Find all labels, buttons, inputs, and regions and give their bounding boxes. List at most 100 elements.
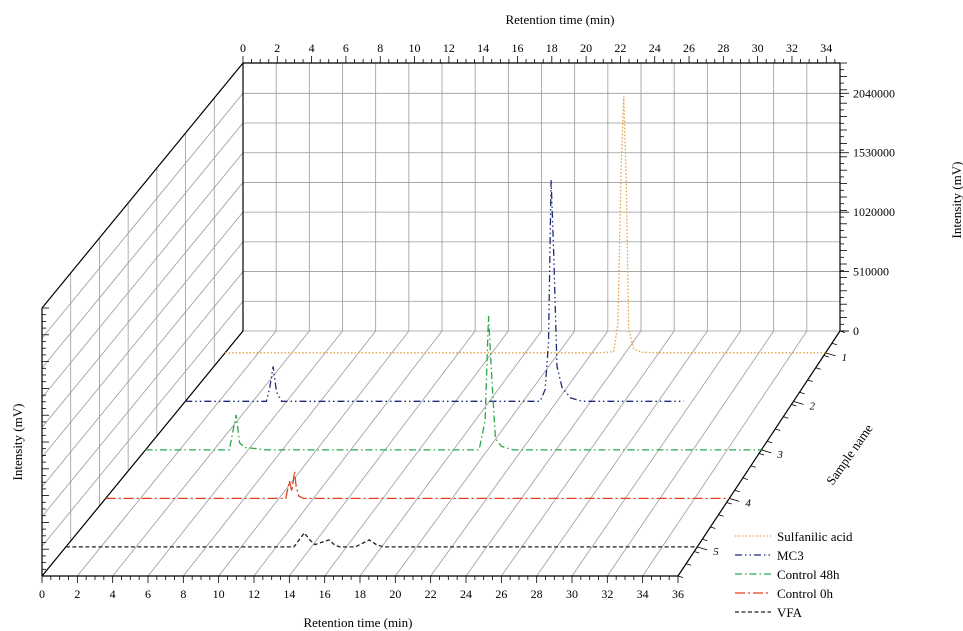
sample-axis-tick-label: 5 bbox=[713, 546, 719, 558]
sample-axis-minor-tick bbox=[831, 342, 838, 346]
sample-axis-minor-tick bbox=[775, 428, 781, 431]
right-axis-tick-label: 1530000 bbox=[853, 146, 895, 160]
side-wall-gridline bbox=[41, 93, 244, 339]
top-axis-tick-label: 4 bbox=[309, 41, 315, 55]
side-wall-gridline bbox=[41, 271, 244, 517]
legend-label: MC3 bbox=[777, 548, 804, 563]
bottom-axis-tick-label: 22 bbox=[425, 587, 437, 601]
side-wall-gridline bbox=[41, 211, 244, 458]
bottom-axis-tick-label: 12 bbox=[248, 587, 260, 601]
sample-axis-minor-tick bbox=[783, 416, 789, 419]
sample-axis-minor-tick bbox=[694, 551, 700, 554]
bottom-axis-tick-label: 34 bbox=[637, 587, 649, 601]
sample-axis-minor-tick bbox=[823, 355, 829, 358]
floor-gridline bbox=[183, 330, 376, 577]
floor-gridline bbox=[430, 330, 609, 577]
floor-gridline bbox=[607, 330, 774, 577]
bottom-axis-tick-label: 0 bbox=[39, 587, 45, 601]
floor-gridline bbox=[571, 330, 741, 577]
right-axis-tick-label: 2040000 bbox=[853, 86, 895, 100]
top-axis-tick-label: 34 bbox=[820, 41, 832, 55]
axis-layer: 0 2 4 6 8 10 12 14 16 18 20 22 24 26 28 30 32 340 2 4 6 8 10 12… bbox=[39, 41, 895, 601]
sample-axis-minor-tick bbox=[807, 379, 813, 382]
top-axis-tick-label: 8 bbox=[377, 41, 383, 55]
floor-gridline bbox=[253, 330, 443, 577]
floor-gridline bbox=[147, 330, 343, 577]
sample-axis-tick-label: 3 bbox=[776, 449, 783, 461]
sample-axis-minor-tick bbox=[750, 465, 757, 468]
bottom-axis-tick-label: 30 bbox=[566, 587, 578, 601]
series-line-sulfanilic-acid bbox=[225, 96, 826, 354]
legend-label: Control 0h bbox=[777, 586, 833, 601]
legend-label: Control 48h bbox=[777, 567, 840, 582]
bottom-axis-tick-label: 8 bbox=[180, 587, 186, 601]
bottom-axis-tick-label: 6 bbox=[145, 587, 151, 601]
sample-axis-minor-tick bbox=[718, 514, 724, 517]
right-axis-tick-label: 1020000 bbox=[853, 205, 895, 219]
right-axis-tick-label: 510000 bbox=[853, 265, 889, 279]
series-line-vfa bbox=[65, 531, 698, 548]
sample-axis-tick bbox=[729, 497, 740, 502]
bottom-axis-tick-label: 20 bbox=[389, 587, 401, 601]
sample-axis-tick-label: 1 bbox=[842, 352, 848, 364]
sample-axis-minor-tick bbox=[839, 330, 846, 333]
side-wall-gridline bbox=[41, 301, 244, 547]
sample-axis-minor-tick bbox=[734, 489, 740, 493]
bottom-axis-tick-label: 28 bbox=[531, 587, 543, 601]
bottom-axis-tick-label: 4 bbox=[110, 587, 116, 601]
grid-layer bbox=[41, 63, 841, 577]
top-axis-tick-label: 22 bbox=[614, 41, 626, 55]
z-right-axis-title: Intensity (mV) bbox=[949, 162, 963, 239]
top-axis-tick-label: 24 bbox=[649, 41, 661, 55]
sample-axis-minor-tick bbox=[710, 526, 716, 529]
legend-label: VFA bbox=[777, 605, 803, 620]
sample-axis-minor-tick bbox=[685, 563, 692, 566]
floor-gridline bbox=[465, 330, 642, 577]
sample-axis-minor-tick bbox=[799, 391, 805, 395]
side-wall-gridline bbox=[41, 241, 244, 488]
top-axis-tick-label: 32 bbox=[786, 41, 798, 55]
bottom-axis-tick-label: 2 bbox=[74, 587, 80, 601]
sample-axis-minor-tick bbox=[677, 575, 684, 578]
floor-gridline bbox=[642, 330, 808, 577]
right-axis-tick-label: 0 bbox=[853, 324, 859, 338]
sample-axis-tick-label: 4 bbox=[745, 497, 751, 509]
top-axis-tick-label: 0 bbox=[240, 41, 246, 55]
sample-axis-tick bbox=[825, 352, 836, 357]
top-axis-tick-label: 28 bbox=[717, 41, 729, 55]
top-axis-tick-label: 30 bbox=[752, 41, 764, 55]
top-axis-tick-label: 6 bbox=[343, 41, 349, 55]
sample-axis-minor-tick bbox=[815, 367, 821, 370]
series-line-control-0h bbox=[105, 471, 730, 500]
sample-axis-minor-tick bbox=[702, 538, 708, 542]
floor-gridline bbox=[359, 330, 542, 577]
bottom-axis-tick-label: 26 bbox=[495, 587, 507, 601]
top-axis-tick-label: 12 bbox=[443, 41, 455, 55]
floor-gridline bbox=[218, 330, 410, 577]
top-axis-tick-label: 26 bbox=[683, 41, 695, 55]
bottom-axis-tick-label: 32 bbox=[601, 587, 613, 601]
legend: Sulfanilic acid MC3 Control 48h Control 0h V… bbox=[735, 529, 853, 620]
legend-label: Sulfanilic acid bbox=[777, 529, 853, 544]
floor-gridline bbox=[289, 330, 476, 577]
top-left-edge bbox=[41, 62, 244, 309]
series-layer bbox=[65, 96, 826, 548]
x-top-axis-title: Retention time (min) bbox=[505, 12, 614, 27]
floor-front-axis bbox=[42, 330, 841, 577]
floor-left-edge bbox=[41, 330, 244, 577]
floor-gridline bbox=[501, 330, 675, 577]
top-axis-tick-label: 10 bbox=[409, 41, 421, 55]
floor-gridline bbox=[112, 330, 310, 577]
side-wall-gridline bbox=[41, 152, 244, 398]
sample-axis-minor-tick bbox=[791, 404, 797, 407]
sample-axis-tick bbox=[761, 449, 772, 454]
sample-axis-minor-tick bbox=[766, 440, 773, 444]
x-bottom-axis-title: Retention time (min) bbox=[303, 615, 412, 630]
bottom-axis-tick-label: 14 bbox=[283, 587, 295, 601]
top-axis-tick-label: 18 bbox=[546, 41, 558, 55]
sample-axis-tick bbox=[697, 546, 708, 551]
top-axis-tick-label: 2 bbox=[274, 41, 280, 55]
sample-axis-tick-label: 2 bbox=[809, 400, 815, 412]
floor-gridline bbox=[536, 330, 708, 577]
